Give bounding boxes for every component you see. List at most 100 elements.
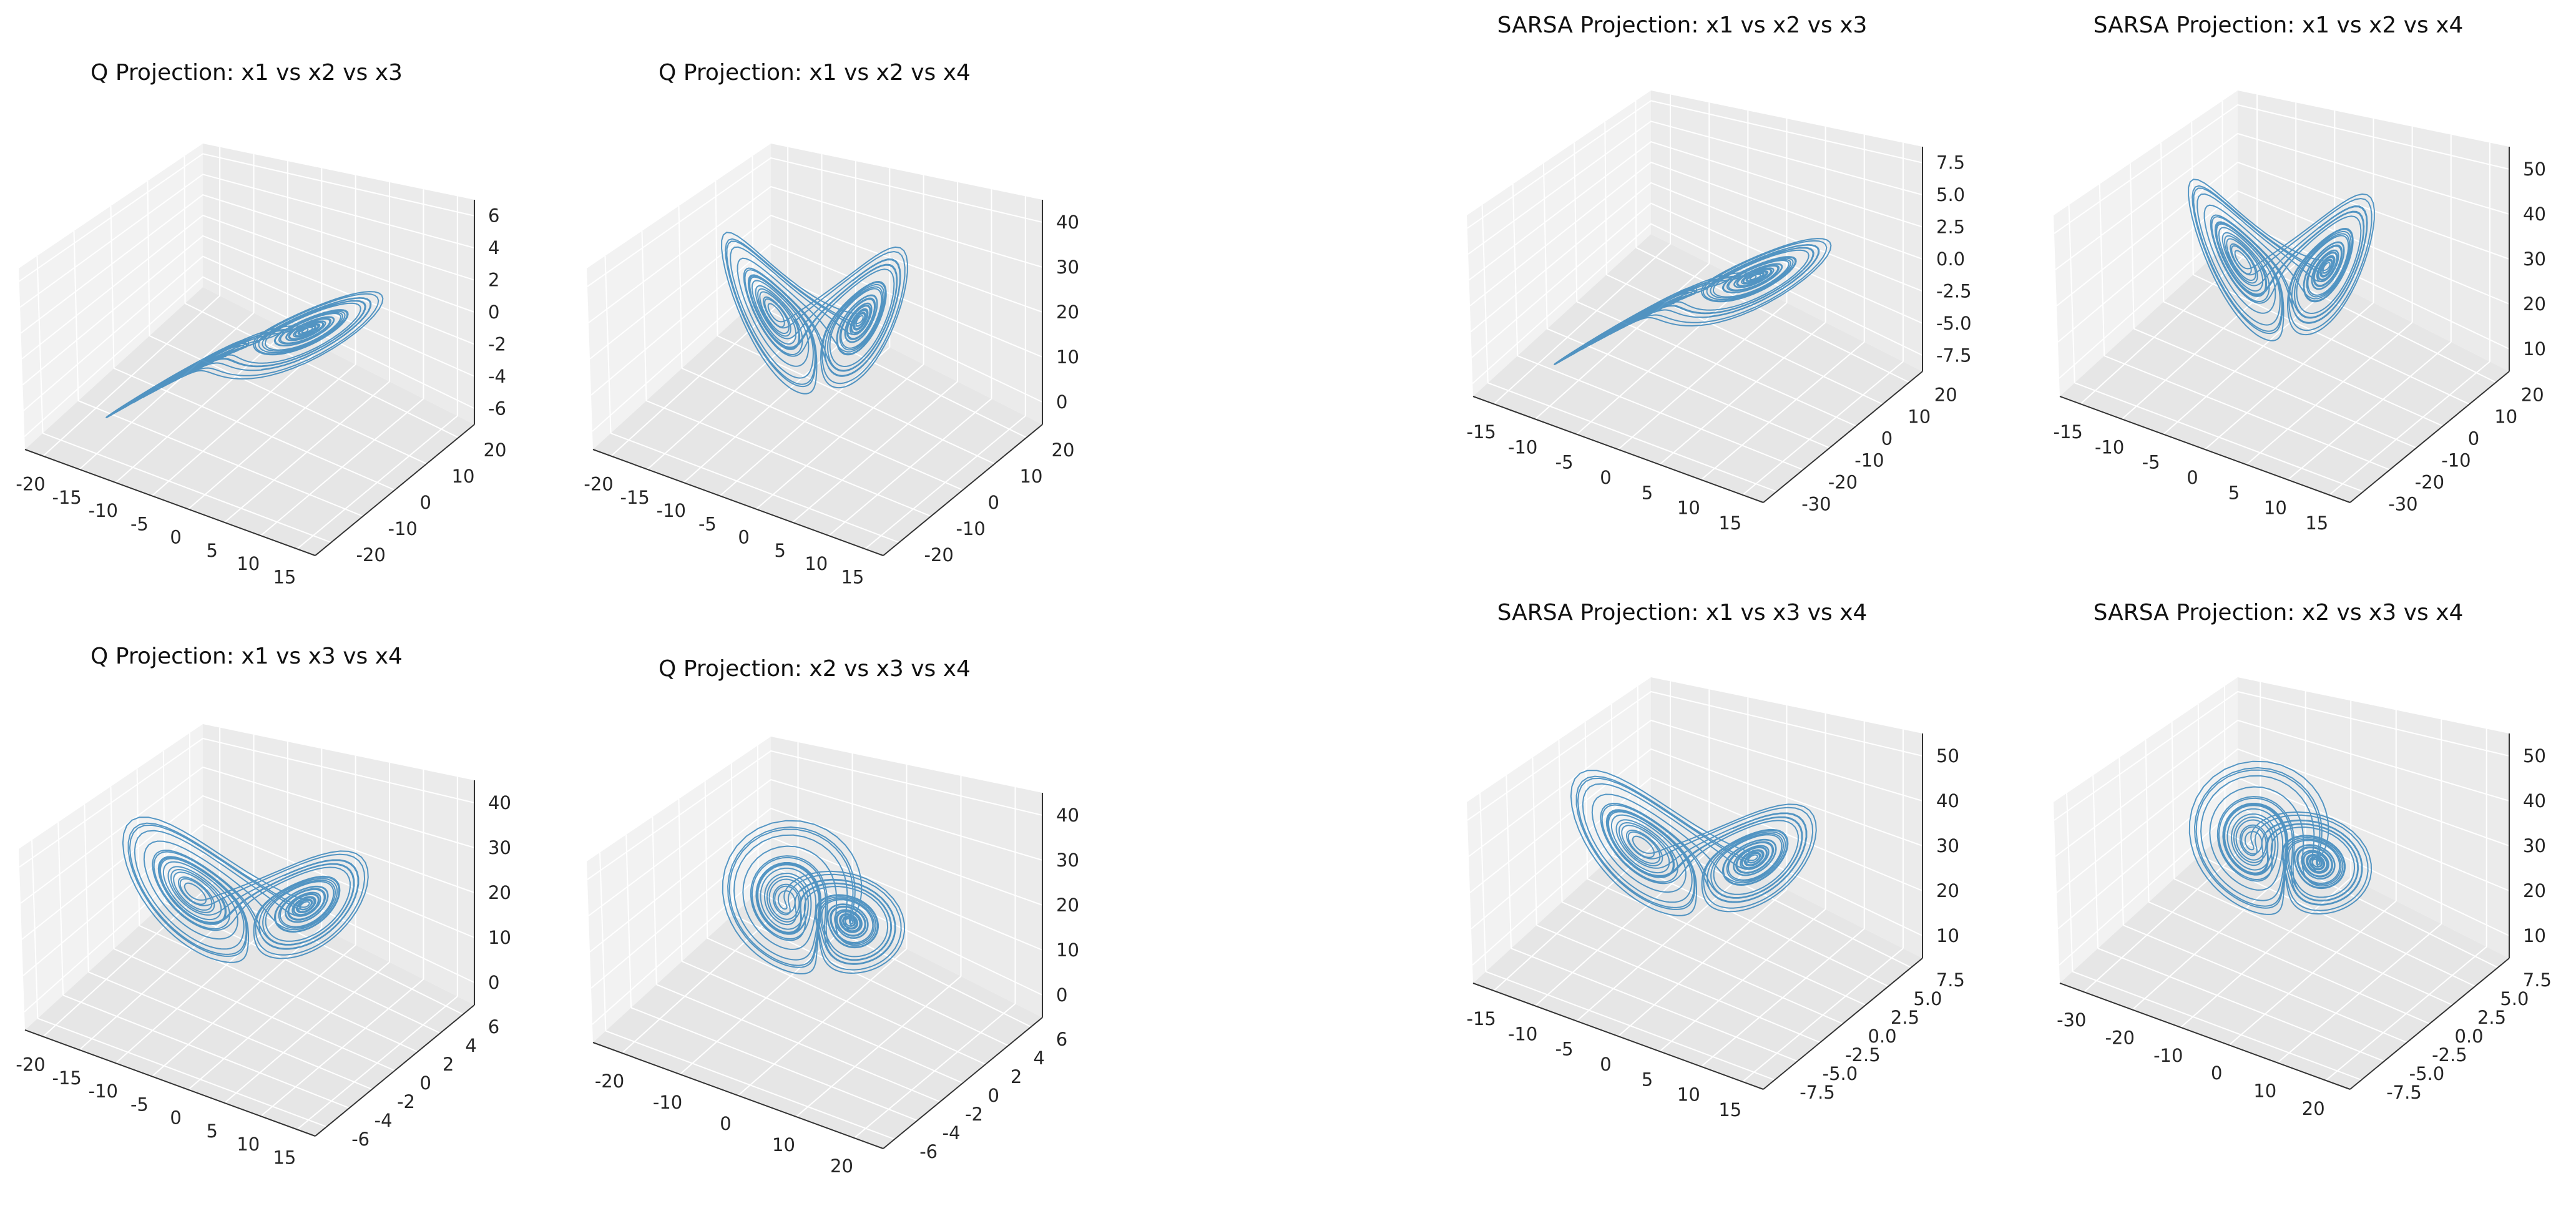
x-tick-label: -5 (130, 513, 149, 534)
y-tick-label: -2.5 (1845, 1044, 1881, 1066)
trajectory-line (105, 291, 384, 419)
x-tick-label: 10 (1677, 498, 1700, 519)
grid-y (62, 994, 350, 1109)
y-tick-label: 2 (443, 1054, 454, 1075)
subplot-6: -15-10-5051015-30-20-10010201020304050SA… (2054, 12, 2546, 534)
x-tick-label: -10 (2095, 436, 2124, 458)
grid-z (1471, 777, 1923, 929)
pane-floor (1473, 234, 1922, 503)
grid-z (589, 214, 1043, 360)
trajectory-line (2188, 179, 2375, 341)
z-tick-label: 50 (1936, 745, 1959, 767)
grid-y (1517, 355, 1804, 471)
z-tick-label: 6 (488, 205, 499, 227)
subplot-1: -20-15-10-5051015-20-1001020-6-4-20246Q … (16, 60, 506, 587)
grid-y (114, 368, 395, 491)
x-axis-line (592, 449, 884, 556)
grid-y (2148, 901, 2430, 1024)
z-tick-label: 4 (488, 237, 499, 258)
grid-y (1562, 901, 1843, 1024)
grid-x (2204, 302, 2374, 450)
grid-z (24, 276, 475, 438)
x-tick-label: -20 (16, 474, 45, 495)
y-tick-label: 0 (2468, 428, 2479, 449)
x-tick-label: 10 (805, 553, 828, 574)
grid-y (42, 433, 331, 543)
trajectory-line (721, 232, 908, 395)
grid-x (1742, 361, 1904, 496)
y-axis-line (1763, 371, 1923, 503)
pane-left (19, 724, 203, 1030)
grid-z (21, 795, 475, 940)
grid-z (1469, 161, 1923, 306)
z-tick-label: 10 (2523, 338, 2546, 360)
z-tick-label: 30 (2523, 248, 2546, 270)
y-tick-label: 10 (1020, 466, 1043, 487)
z-tick-label: 20 (1936, 880, 1959, 901)
z-tick-label: 20 (2523, 880, 2546, 901)
x-tick-label: 10 (2253, 1081, 2276, 1102)
x-tick-label: -10 (1508, 436, 1537, 458)
z-tick-label: 10 (488, 927, 511, 948)
z-tick-label: 30 (1056, 850, 1079, 871)
y-tick-label: 7.5 (2523, 969, 2552, 991)
y-tick-label: 7.5 (1936, 969, 1965, 991)
z-tick-label: -2 (488, 333, 506, 355)
z-tick-label: 7.5 (1936, 152, 1965, 174)
grid-z (1469, 748, 1923, 893)
grid-y (1547, 328, 1830, 449)
y-tick-label: -2 (965, 1104, 983, 1125)
trajectory-line (2188, 760, 2373, 915)
pane-left (587, 144, 771, 449)
x-tick-label: 0 (2211, 1062, 2222, 1084)
grid-z (590, 836, 1043, 989)
z-tick-label: 5.0 (1936, 184, 1965, 205)
subplot-title: SARSA Projection: x1 vs x2 vs x3 (1497, 12, 1868, 38)
subplot-title: SARSA Projection: x1 vs x3 vs x4 (1497, 600, 1868, 625)
x-tick-label: 15 (1718, 1099, 1741, 1120)
x-tick-label: 5 (206, 540, 217, 561)
grid-x (2329, 361, 2490, 496)
grid-y (78, 400, 363, 517)
z-tick-label: 40 (1056, 212, 1079, 233)
x-tick-label: 0 (170, 1107, 181, 1129)
x-axis-line (2059, 396, 2351, 503)
x-tick-label: -15 (620, 487, 650, 508)
grid-y (682, 961, 963, 1084)
y-axis-line (2349, 958, 2510, 1090)
y-tick-label: -20 (356, 544, 386, 566)
grid-y (2133, 328, 2417, 449)
grid-z (1468, 719, 1923, 857)
grid-z (590, 243, 1043, 396)
z-tick-label: 40 (2523, 790, 2546, 812)
x-tick-label: 15 (273, 566, 296, 587)
z-tick-label: 20 (2523, 293, 2546, 315)
y-tick-label: 2 (1011, 1066, 1022, 1087)
grid-z (19, 737, 475, 868)
x-tick-label: -20 (584, 474, 613, 495)
y-tick-label: 2.5 (2477, 1007, 2506, 1028)
grid-z (1470, 182, 1923, 333)
x-tick-label: 10 (237, 553, 260, 574)
x-tick-label: 0 (1600, 467, 1611, 488)
subplot-7: -15 -10 -5 0 5 10 15 -7.5-5.0-2.50.02.55.07.5 10… (1467, 600, 1965, 1120)
y-tick-label: -7.5 (2386, 1082, 2422, 1103)
x-tick-label: 10 (772, 1134, 795, 1155)
x-tick-label: -20 (2105, 1027, 2135, 1049)
x-tick-label: 15 (841, 566, 864, 587)
grid-z (2056, 161, 2510, 306)
x-tick-label: -5 (1555, 1039, 1574, 1060)
grid-z (22, 823, 475, 976)
grid-z (588, 185, 1043, 323)
y-tick-label: -6 (919, 1141, 938, 1162)
grid-y (2173, 878, 2453, 1006)
y-tick-label: -30 (1801, 494, 1831, 515)
grid-y (1606, 274, 1883, 405)
grid-x (1534, 263, 1710, 420)
x-axis-line (592, 1042, 884, 1149)
pane-left (1467, 677, 1651, 983)
z-tick-label: 30 (1056, 257, 1079, 278)
x-tick-label: -20 (595, 1071, 624, 1092)
subplot-8: -30 -20 -10 0 10 20 -7.5-5.0-2.50.02.55.07.5 10… (2054, 600, 2552, 1119)
